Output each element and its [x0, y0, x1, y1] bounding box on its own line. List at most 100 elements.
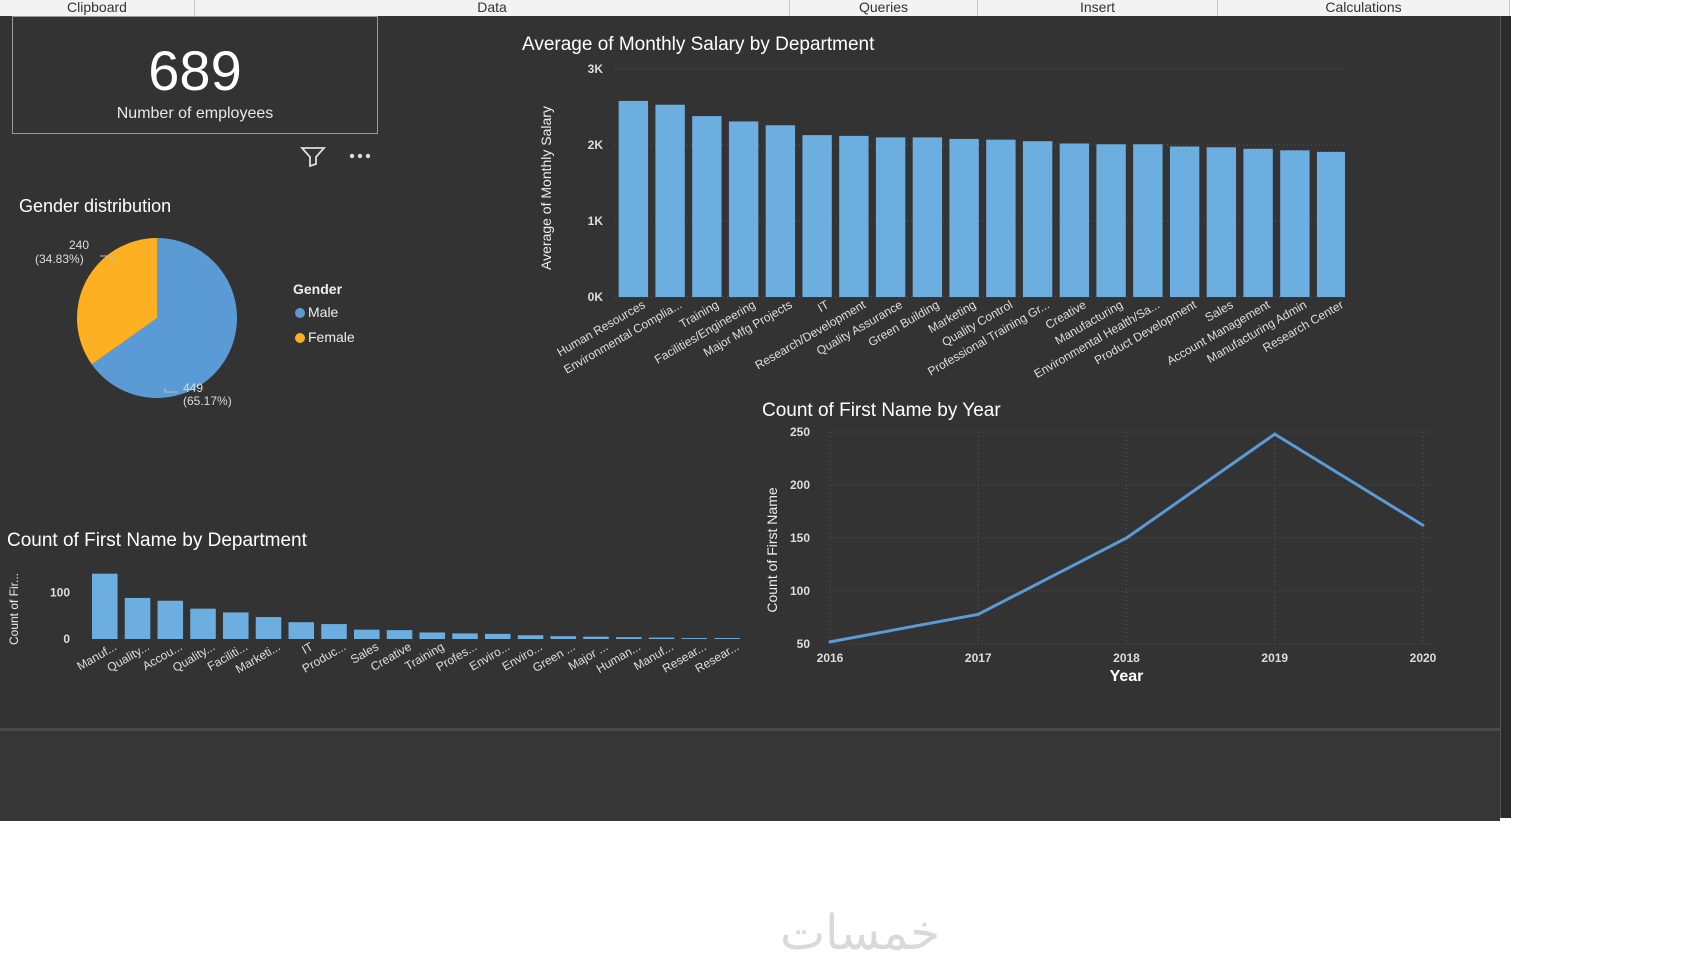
- dept-bar[interactable]: [158, 601, 184, 639]
- year-data-point[interactable]: [1125, 537, 1128, 540]
- dept-bar[interactable]: [256, 617, 282, 639]
- page-footer-strip: [0, 728, 1500, 821]
- gender-chart-title: Gender distribution: [19, 196, 171, 217]
- salary-bar[interactable]: [1207, 147, 1236, 297]
- salary-bar[interactable]: [692, 116, 721, 297]
- dept-xtick-label: IT: [299, 639, 316, 657]
- salary-bar[interactable]: [1170, 147, 1199, 297]
- salary-bar[interactable]: [1243, 149, 1272, 297]
- year-data-point[interactable]: [977, 613, 980, 616]
- year-xtick-label: 2019: [1261, 651, 1288, 665]
- salary-bar[interactable]: [1096, 144, 1125, 297]
- salary-bar[interactable]: [802, 135, 831, 297]
- ribbon-group-insert[interactable]: Insert: [978, 0, 1218, 16]
- dept-bar[interactable]: [321, 624, 347, 639]
- salary-xtick-label: IT: [815, 297, 832, 315]
- dept-count-chart-title: Count of First Name by Department: [7, 530, 307, 552]
- year-line-chart[interactable]: 50 100 150 200 250 2016 2017 2018 2019 2020 Year Co…: [755, 424, 1455, 689]
- dept-ytick-label: 0: [63, 632, 70, 646]
- ribbon-group-calculations[interactable]: Calculations: [1218, 0, 1510, 16]
- salary-bar[interactable]: [876, 137, 905, 297]
- dept-bar[interactable]: [583, 637, 609, 639]
- year-ytick-label: 200: [790, 478, 810, 492]
- salary-bar[interactable]: [1023, 141, 1052, 297]
- salary-bar[interactable]: [986, 140, 1015, 297]
- visual-header-icons: [298, 144, 378, 173]
- dept-bar[interactable]: [387, 630, 413, 639]
- salary-ytick-label: 0K: [588, 290, 604, 304]
- salary-bar[interactable]: [766, 125, 795, 297]
- gender-legend-title: Gender: [293, 281, 342, 297]
- salary-bar[interactable]: [1317, 152, 1345, 297]
- dept-bar[interactable]: [223, 612, 249, 639]
- dept-bar[interactable]: [420, 632, 446, 639]
- pie-label-male-value: 449: [183, 381, 203, 395]
- canvas-scrollbar[interactable]: [1500, 16, 1511, 818]
- dept-bar[interactable]: [190, 609, 216, 639]
- salary-bar[interactable]: [655, 105, 684, 297]
- dept-yaxis-label: Count of Fir...: [7, 573, 21, 645]
- year-xaxis-label: Year: [1110, 668, 1144, 685]
- salary-yaxis-label: Average of Monthly Salary: [538, 106, 554, 270]
- dept-count-bar-chart[interactable]: 0100Manuf...Quality...Accou...Quality...…: [0, 558, 750, 688]
- legend-label-female: Female: [308, 329, 355, 345]
- year-ytick-label: 100: [790, 584, 810, 598]
- dept-ytick-label: 100: [50, 585, 70, 599]
- dept-bar[interactable]: [518, 635, 544, 639]
- salary-ytick-label: 3K: [588, 62, 604, 76]
- dept-bar[interactable]: [485, 634, 511, 639]
- dept-bar[interactable]: [289, 622, 315, 639]
- dept-bar[interactable]: [452, 633, 478, 639]
- kpi-value: 689: [13, 43, 377, 99]
- ribbon-group-queries[interactable]: Queries: [790, 0, 978, 16]
- kpi-card-employees[interactable]: 689 Number of employees: [12, 16, 378, 134]
- salary-bar[interactable]: [949, 139, 978, 297]
- legend-dot-female: [295, 333, 305, 343]
- salary-chart-title: Average of Monthly Salary by Department: [522, 34, 874, 56]
- dept-bar[interactable]: [92, 574, 118, 639]
- year-data-point[interactable]: [829, 640, 832, 643]
- legend-label-male: Male: [308, 304, 338, 320]
- legend-item-male[interactable]: Male: [295, 304, 338, 320]
- watermark-logo: خمسات: [750, 905, 970, 961]
- salary-bar[interactable]: [619, 101, 648, 297]
- salary-bar[interactable]: [1133, 144, 1162, 297]
- more-options-icon[interactable]: [350, 154, 370, 158]
- dept-bar[interactable]: [551, 636, 577, 639]
- dept-bar[interactable]: [616, 637, 642, 639]
- salary-bar[interactable]: [1280, 150, 1309, 297]
- dept-bar[interactable]: [714, 638, 740, 639]
- legend-item-female[interactable]: Female: [295, 329, 355, 345]
- salary-ytick-label: 1K: [588, 214, 604, 228]
- year-yaxis-label: Count of First Name: [764, 487, 780, 612]
- salary-bar[interactable]: [1060, 143, 1089, 297]
- pie-label-female-pct: (34.83%): [35, 252, 84, 266]
- salary-ytick-label: 2K: [588, 138, 604, 152]
- pie-label-female-value: 240: [69, 238, 89, 252]
- dept-bar[interactable]: [649, 638, 675, 639]
- year-data-point[interactable]: [1273, 433, 1276, 436]
- year-xtick-label: 2020: [1410, 651, 1437, 665]
- year-data-point[interactable]: [1422, 524, 1425, 527]
- dept-bar[interactable]: [682, 638, 708, 639]
- gender-pie-chart[interactable]: 240 (34.83%) 449 (65.17%): [0, 230, 290, 420]
- filter-icon[interactable]: [302, 148, 324, 166]
- ribbon-group-data[interactable]: Data: [195, 0, 790, 16]
- year-xtick-label: 2018: [1113, 651, 1140, 665]
- ribbon-group-clipboard[interactable]: Clipboard: [0, 0, 195, 16]
- year-ytick-label: 150: [790, 531, 810, 545]
- dept-bar[interactable]: [125, 598, 151, 639]
- year-ytick-label: 50: [797, 637, 811, 651]
- dept-bar[interactable]: [354, 630, 380, 639]
- kpi-label: Number of employees: [13, 105, 377, 123]
- salary-bar[interactable]: [839, 136, 868, 297]
- year-ytick-label: 250: [790, 425, 810, 439]
- year-xtick-label: 2016: [817, 651, 844, 665]
- ribbon: Clipboard Data Queries Insert Calculatio…: [0, 0, 1510, 17]
- year-xtick-label: 2017: [965, 651, 992, 665]
- year-chart-title: Count of First Name by Year: [762, 400, 1001, 422]
- salary-bar[interactable]: [913, 137, 942, 297]
- pie-label-male-pct: (65.17%): [183, 394, 232, 408]
- salary-bar[interactable]: [729, 121, 758, 297]
